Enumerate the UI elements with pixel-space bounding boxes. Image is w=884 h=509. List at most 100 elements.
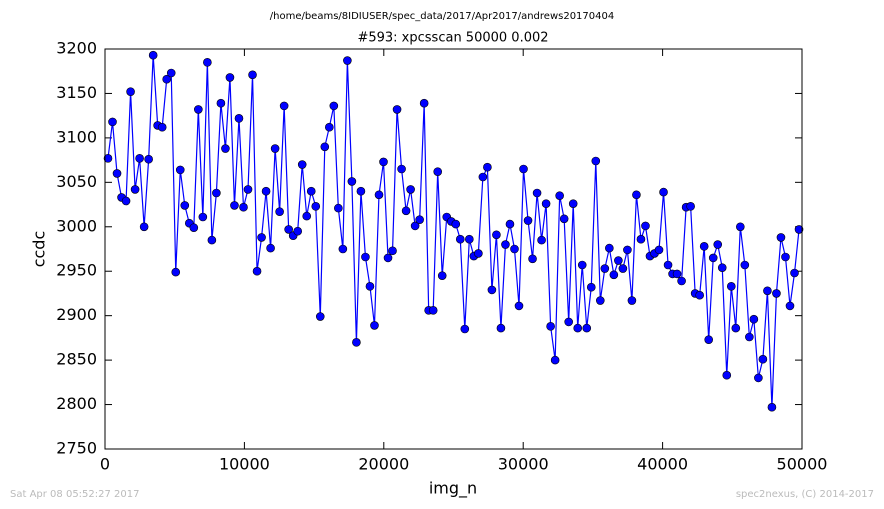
data-point [686,202,695,211]
data-point [614,256,623,265]
x-tick-label: 20000 [358,455,409,474]
data-point [135,154,144,163]
data-point [627,296,637,305]
x-tick-label: 50000 [777,455,828,474]
data-point [388,246,397,256]
data-point [325,122,334,132]
data-point [501,240,510,249]
data-point [166,68,176,78]
data-point [555,191,564,200]
data-point [243,185,253,194]
data-point [419,98,429,108]
data-point [329,101,339,111]
data-point [767,402,777,412]
data-point [677,276,686,286]
data-point [406,185,415,194]
data-point [397,164,406,174]
y-tick-label: 2900 [56,305,97,324]
data-point [582,323,592,333]
data-point [433,167,443,176]
data-point [306,186,316,196]
data-point [379,157,388,167]
data-point [392,105,402,114]
data-point [546,322,555,331]
data-point [257,233,266,242]
data-point [564,317,573,327]
x-tick-label: 10000 [219,455,270,474]
data-point [474,249,483,258]
data-point [334,203,343,213]
data-point [731,323,741,333]
data-point [356,186,366,196]
data-point [708,253,718,263]
data-point [758,354,768,364]
data-point [781,252,790,262]
data-point [790,268,799,278]
data-point [776,233,786,242]
data-point [451,219,461,229]
data-point [270,144,280,153]
data-point [361,252,370,262]
data-point [284,225,293,234]
data-point [338,244,348,254]
data-point [175,165,185,175]
data-point [632,190,641,200]
data-point [713,240,723,249]
data-point [654,245,664,255]
data-point [641,221,650,231]
x-tick-label: 40000 [637,455,688,474]
data-point [320,142,330,152]
data-point [749,314,759,324]
data-point [275,207,284,216]
footer-left: Sat Apr 08 05:52:27 2017 [10,489,140,500]
data-point [234,114,244,123]
data-point [794,225,804,234]
y-tick-label: 2750 [56,439,97,458]
data-point [148,50,158,60]
data-point [496,323,506,333]
data-point [343,56,352,65]
data-point [763,286,772,296]
data-point [605,243,614,253]
data-point [108,117,117,127]
data-point [722,370,732,380]
data-point [505,219,515,229]
data-point [383,253,393,263]
data-point [532,188,542,198]
data-point [203,58,212,67]
data-point [189,223,199,232]
data-point [112,169,122,178]
data-point [559,214,569,224]
data-point [704,335,713,344]
data-point [225,73,235,82]
data-point [672,269,682,279]
y-tick-label: 3050 [56,172,97,191]
data-point [180,201,190,210]
data-point [754,373,763,383]
data-point [659,187,668,197]
data-point [740,260,750,270]
data-point [130,185,140,194]
data-point [428,306,438,315]
data-point [279,101,289,111]
y-tick-label: 3000 [56,216,97,235]
data-point [514,301,524,311]
data-point [216,98,226,108]
data-point [352,338,361,347]
data-point [528,254,537,264]
chart-title: #593: xpcsscan 50000 0.002 [357,31,548,46]
data-point [139,222,149,232]
x-tick-label: 0 [100,455,110,474]
data-point [663,260,673,270]
footer-right: spec2nexus, (C) 2014-2017 [736,489,874,500]
data-point [573,323,583,333]
y-tick-label: 2950 [56,261,97,280]
data-point [636,234,646,244]
data-point [736,222,745,232]
data-point [347,177,357,186]
data-point [600,264,610,273]
data-point [248,70,257,80]
data-point [717,263,727,272]
data-point [212,188,221,198]
data-point [577,260,587,270]
